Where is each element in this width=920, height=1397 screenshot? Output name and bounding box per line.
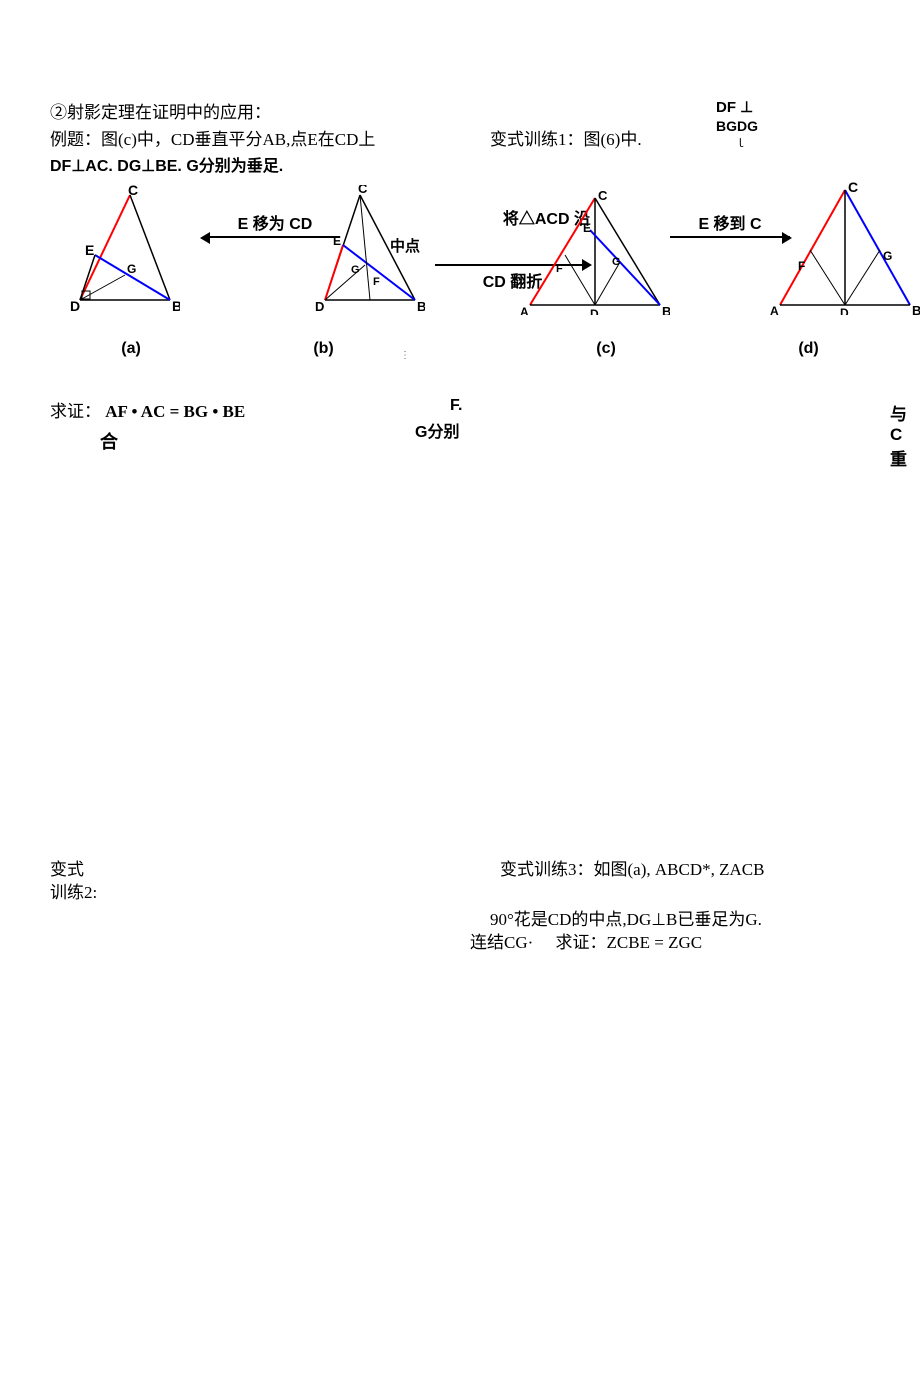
conditions-content: DF⊥AC. DG⊥BE. G分别为垂足. xyxy=(50,158,283,175)
variant3-line2: 90°花是CD的中点,DG⊥B已垂足为G. xyxy=(490,905,762,930)
svg-text:E: E xyxy=(85,242,94,258)
g-label: G分别 xyxy=(415,418,459,442)
svg-text:F: F xyxy=(556,263,563,275)
svg-text:G: G xyxy=(612,256,621,268)
proof-line: 求证： AF • AC = BG • BE xyxy=(50,397,245,422)
variant1-text: 变式训练1：图(6)中. xyxy=(490,125,642,150)
svg-text:G: G xyxy=(127,262,136,276)
svg-text:F: F xyxy=(798,259,805,273)
variant2-line1: 变式 xyxy=(50,855,84,880)
figure-a: C E G D B xyxy=(50,185,180,320)
svg-text:C: C xyxy=(598,190,608,203)
figure-d: C F G A D B xyxy=(770,180,920,320)
svg-text:B: B xyxy=(172,298,180,314)
dotted-mark: ⋮ xyxy=(400,350,410,361)
overlap-label: 与 C 重 xyxy=(890,400,910,470)
variant3-line3: 连结CG· 求证：ZCBE = ZGC xyxy=(470,928,702,953)
figure-d-svg: C F G A D B xyxy=(770,180,920,315)
figure-row: C E G D B E 移为 CD 合 C E G F D B xyxy=(50,180,870,320)
svg-text:G: G xyxy=(883,249,892,263)
example-text: 例题：图(c)中，CD垂直平分AB,点E在CD上 xyxy=(50,125,375,150)
svg-text:D: D xyxy=(70,298,80,314)
bgdg-label: BGDG xyxy=(716,118,758,134)
df-perp-label: DF ⊥ xyxy=(716,98,753,116)
label-b: (b) xyxy=(313,340,333,358)
svg-text:C: C xyxy=(848,180,858,195)
proof-prefix: 求证： xyxy=(50,402,101,421)
svg-text:G: G xyxy=(351,264,360,276)
svg-text:B: B xyxy=(662,304,670,315)
svg-text:C: C xyxy=(358,185,368,196)
svg-text:B: B xyxy=(912,303,920,315)
figure-labels: (a) (b) (c) (d) xyxy=(50,340,870,358)
conditions-text: DF⊥AC. DG⊥BE. G分别为垂足. xyxy=(50,152,283,176)
arrow3-label: E 移到 C xyxy=(698,216,761,233)
label-c: (c) xyxy=(596,340,616,358)
svg-text:C: C xyxy=(128,185,138,198)
midpoint-label: 中点 xyxy=(390,235,420,256)
small-mark: ｌ xyxy=(735,135,746,151)
label-a: (a) xyxy=(121,340,141,358)
heading-application: ②射影定理在证明中的应用： xyxy=(50,98,271,123)
svg-text:D: D xyxy=(590,307,599,315)
svg-text:E: E xyxy=(333,234,341,248)
svg-text:B: B xyxy=(417,299,425,314)
arrow1-label: E 移为 CD xyxy=(238,216,313,233)
f-label: F. xyxy=(450,397,462,415)
svg-text:D: D xyxy=(315,299,324,314)
g-label-text: G分别 xyxy=(415,424,459,441)
label-d: (d) xyxy=(798,340,818,358)
variant3-connect: 连结CG· xyxy=(470,933,533,952)
proof-equation: AF • AC = BG • BE xyxy=(105,402,245,421)
svg-text:A: A xyxy=(770,304,779,315)
variant3-prove: 求证：ZCBE = ZGC xyxy=(556,933,703,952)
figure-a-svg: C E G D B xyxy=(50,185,180,315)
variant2-line2: 训练2: xyxy=(50,878,97,903)
variant3-line1: 变式训练3：如图(a), ABCD*, ZACB xyxy=(500,855,764,880)
figure-c-svg: C E F G A D B xyxy=(520,190,670,315)
figure-c: C E F G A D B xyxy=(520,190,670,320)
svg-text:A: A xyxy=(520,305,529,315)
svg-text:E: E xyxy=(583,221,591,235)
merge-label: 合 xyxy=(100,428,118,454)
svg-text:D: D xyxy=(840,306,849,315)
svg-text:F: F xyxy=(373,276,380,288)
figure-b: C E G F D B 中点 xyxy=(315,185,425,320)
